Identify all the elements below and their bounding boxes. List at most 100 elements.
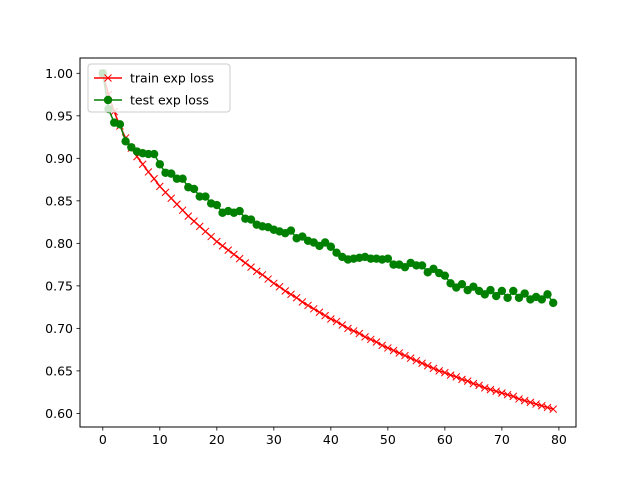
data-point (486, 385, 495, 394)
x-marker-stroke (344, 324, 352, 333)
legend-label: test exp loss (130, 93, 209, 108)
x-marker-stroke (366, 335, 375, 344)
x-tick-label: 60 (437, 432, 453, 447)
x-marker-stroke (429, 364, 438, 373)
x-marker-stroke (349, 327, 358, 335)
x-marker-stroke (326, 315, 335, 323)
x-marker-stroke (167, 194, 176, 203)
x-marker-stroke (104, 74, 112, 82)
data-point (286, 226, 296, 235)
legend-circle-marker (103, 95, 113, 105)
x-marker-stroke (212, 237, 221, 246)
data-point (395, 349, 404, 357)
y-tick-label: 1.00 (45, 66, 73, 81)
data-point (423, 361, 432, 370)
x-marker-stroke (190, 217, 198, 226)
x-tick-label: 40 (323, 432, 339, 447)
data-point (548, 298, 558, 308)
x-marker-stroke (281, 287, 290, 295)
x-marker-stroke (241, 259, 250, 267)
data-point (378, 341, 387, 350)
data-point (275, 282, 284, 291)
data-point (144, 168, 153, 176)
data-point (189, 184, 199, 194)
x-marker-stroke (389, 346, 398, 355)
x-marker-stroke (418, 359, 426, 368)
axes-frame (79, 57, 577, 428)
x-marker-stroke (201, 227, 210, 236)
x-marker-stroke (304, 301, 312, 310)
y-tick-label: 0.90 (45, 151, 73, 166)
y-axis: 0.60 0.65 0.70 0.75 0.80 0.85 0.90 0.95 1.00 (45, 66, 80, 421)
data-point (349, 327, 358, 335)
data-point (452, 372, 461, 381)
x-marker-stroke (475, 381, 483, 390)
x-marker-stroke (298, 298, 307, 306)
data-point (509, 286, 518, 296)
data-point (212, 237, 221, 246)
y-tick-label: 0.70 (45, 321, 73, 336)
data-point (321, 311, 330, 320)
data-point (475, 381, 483, 390)
data-point (344, 324, 352, 333)
legend-entry: test exp loss (94, 93, 209, 108)
y-tick-label: 0.75 (45, 278, 73, 293)
x-marker-stroke (441, 368, 449, 377)
legend-x-marker (104, 74, 112, 82)
x-tick-label: 70 (494, 432, 510, 447)
data-point (503, 390, 512, 399)
x-marker-stroke (161, 188, 170, 197)
x-marker-stroke (292, 293, 301, 302)
x-marker-stroke (184, 212, 193, 220)
data-point (492, 387, 501, 396)
data-point (440, 271, 450, 280)
legend: train exp loss test exp loss (87, 63, 231, 113)
x-marker-stroke (537, 401, 546, 410)
data-point (441, 368, 449, 377)
data-point (281, 287, 290, 295)
data-point (457, 279, 467, 289)
x-marker-stroke (309, 304, 318, 313)
data-point (417, 261, 427, 270)
data-point (167, 169, 176, 178)
data-point (372, 338, 381, 346)
data-point (389, 346, 398, 355)
x-marker-stroke (195, 222, 204, 231)
x-marker-stroke (492, 387, 501, 396)
x-marker-stroke (412, 356, 421, 365)
x-marker-stroke (469, 379, 478, 388)
data-point (326, 242, 336, 251)
x-marker-stroke (321, 311, 330, 320)
data-point (315, 308, 324, 317)
x-marker-stroke (361, 333, 369, 341)
data-point (526, 398, 535, 407)
data-point (309, 304, 318, 313)
data-point (491, 291, 501, 301)
data-point (246, 215, 256, 224)
data-point (264, 275, 272, 283)
data-point (287, 290, 295, 299)
data-point (383, 254, 393, 263)
y-tick-label: 0.65 (45, 363, 73, 378)
x-marker-stroke (446, 371, 455, 379)
x-marker-stroke (207, 232, 215, 241)
data-point (149, 149, 159, 159)
x-marker-stroke (138, 160, 147, 169)
x-tick-label: 80 (551, 432, 567, 447)
data-point (537, 401, 546, 410)
plot-area (98, 69, 558, 413)
x-marker-stroke (224, 246, 233, 255)
x-marker-stroke (150, 174, 158, 183)
x-marker-stroke (549, 405, 558, 413)
data-point (252, 267, 261, 276)
x-tick-label: 50 (380, 432, 396, 447)
x-marker-stroke (509, 392, 518, 401)
data-point (515, 395, 523, 403)
data-point (509, 392, 518, 401)
data-point (458, 375, 466, 384)
data-point (469, 379, 478, 388)
data-point (138, 160, 147, 169)
x-marker-stroke (532, 400, 540, 408)
data-point (412, 356, 421, 365)
data-point (406, 354, 415, 362)
